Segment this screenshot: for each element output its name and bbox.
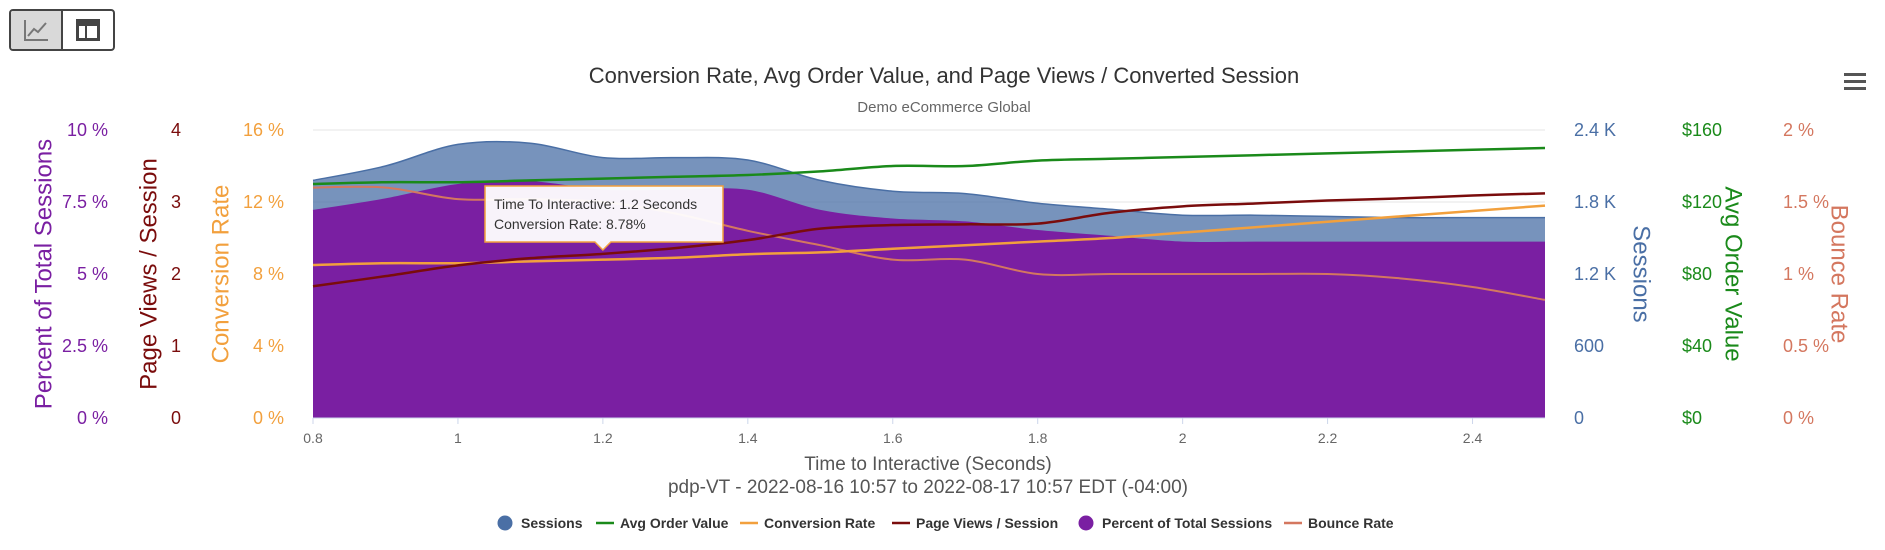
x-tick-label: 1.4 — [738, 430, 758, 446]
y-tick-label-sessions: 2.4 K — [1574, 120, 1616, 140]
legend: Sessions Avg Order Value Conversion Rate Pa… — [497, 515, 1394, 531]
legend-label: Page Views / Session — [916, 515, 1058, 531]
line-chart-icon — [24, 20, 48, 41]
x-tick-label: 2.2 — [1318, 430, 1338, 446]
y-tick-label-sessions: 600 — [1574, 336, 1604, 356]
chart-menu-button[interactable] — [1840, 70, 1870, 94]
y-tick-label-pageviews: 0 — [171, 408, 181, 428]
x-axis-subtitle: pdp-VT - 2022-08-16 10:57 to 2022-08-17 … — [668, 477, 1188, 498]
series-line-avg-order-value — [312, 146, 1546, 186]
y-tick-label-sessions: 1.8 K — [1574, 192, 1616, 212]
chart-subtitle: Demo eCommerce Global — [857, 99, 1030, 116]
y-tick-label-conversion: 4 % — [253, 336, 284, 356]
series-line-page-views-session — [312, 192, 1546, 288]
table-icon — [76, 19, 100, 41]
y-tick-label-aov: $160 — [1682, 120, 1722, 140]
y-tick-label-sessions: 0 — [1574, 408, 1584, 428]
y-tick-label-percent: 2.5 % — [62, 336, 108, 356]
x-tick-label: 1.8 — [1028, 430, 1048, 446]
chart-title: Conversion Rate, Avg Order Value, and Pa… — [589, 63, 1300, 88]
y-axis-title-bounce: Bounce Rate — [1826, 205, 1853, 344]
y-tick-label-aov: $40 — [1682, 336, 1712, 356]
y-tick-label-percent: 7.5 % — [62, 192, 108, 212]
chart-view-button[interactable] — [11, 11, 63, 49]
y-tick-label-conversion: 0 % — [253, 408, 284, 428]
y-tick-label-pageviews: 1 — [171, 336, 181, 356]
x-axis-title: Time to Interactive (Seconds) — [804, 454, 1051, 475]
y-axis-title-pageviews: Page Views / Session — [135, 158, 162, 390]
x-tick-label: 1.6 — [883, 430, 903, 446]
series-edge-sessions — [312, 140, 1545, 219]
y-tick-label-bounce: 2 % — [1783, 120, 1814, 140]
x-tick-label: 0.8 — [303, 430, 323, 446]
y-tick-label-pageviews: 3 — [171, 192, 181, 212]
legend-item[interactable]: Percent of Total Sessions — [1078, 515, 1273, 531]
y-tick-label-aov: $80 — [1682, 264, 1712, 284]
x-tick-label: 1 — [454, 430, 462, 446]
y-tick-label-aov: $120 — [1682, 192, 1722, 212]
table-view-button[interactable] — [63, 11, 113, 49]
y-tick-label-aov: $0 — [1682, 408, 1702, 428]
tooltip-box — [484, 185, 724, 252]
legend-item[interactable]: Bounce Rate — [1284, 515, 1394, 531]
legend-label: Bounce Rate — [1308, 515, 1394, 531]
hamburger-menu-icon — [1844, 73, 1866, 90]
legend-label: Sessions — [521, 515, 583, 531]
legend-item[interactable]: Avg Order Value — [596, 515, 729, 531]
y-tick-label-bounce: 0 % — [1783, 408, 1814, 428]
y-tick-label-conversion: 12 % — [243, 192, 284, 212]
y-axes: 0 %2.5 %5 %7.5 %10 %Percent of Total Ses… — [30, 120, 1852, 428]
legend-item[interactable]: Sessions — [497, 515, 583, 531]
x-axis: 0.8 1 1.2 1.4 1.6 1.8 2 2.2 2.4 — [303, 417, 1545, 446]
y-tick-label-percent: 5 % — [77, 264, 108, 284]
y-tick-label-percent: 10 % — [67, 120, 108, 140]
y-axis-title-sessions: Sessions — [1628, 225, 1655, 322]
tooltip-line-2: Conversion Rate: 8.78% — [494, 216, 646, 232]
y-tick-label-percent: 0 % — [77, 408, 108, 428]
legend-symbol — [497, 515, 513, 531]
x-tick-label: 1.2 — [593, 430, 613, 446]
tooltip: Time To Interactive: 1.2 Seconds Conversi… — [484, 185, 724, 252]
tooltip-line-1: Time To Interactive: 1.2 Seconds — [494, 196, 697, 212]
legend-symbol — [1078, 515, 1094, 531]
y-tick-label-bounce: 0.5 % — [1783, 336, 1829, 356]
x-tick-label: 2 — [1179, 430, 1187, 446]
y-axis-title-percent: Percent of Total Sessions — [30, 139, 57, 409]
x-tick-label: 2.4 — [1463, 430, 1483, 446]
y-tick-label-conversion: 8 % — [253, 264, 284, 284]
legend-item[interactable]: Conversion Rate — [740, 515, 875, 531]
area-series — [312, 140, 1545, 418]
y-axis-title-conversion: Conversion Rate — [207, 185, 234, 364]
y-tick-label-sessions: 1.2 K — [1574, 264, 1616, 284]
y-tick-label-bounce: 1.5 % — [1783, 192, 1829, 212]
y-tick-label-pageviews: 4 — [171, 120, 181, 140]
y-axis-title-aov: Avg Order Value — [1720, 186, 1747, 361]
series-line-conversion-rate — [312, 204, 1546, 267]
y-tick-label-bounce: 1 % — [1783, 264, 1814, 284]
y-tick-label-conversion: 16 % — [243, 120, 284, 140]
legend-label: Conversion Rate — [764, 515, 875, 531]
legend-label: Percent of Total Sessions — [1102, 515, 1272, 531]
legend-item[interactable]: Page Views / Session — [892, 515, 1058, 531]
legend-label: Avg Order Value — [620, 515, 729, 531]
view-toggle — [9, 9, 115, 51]
y-tick-label-pageviews: 2 — [171, 264, 181, 284]
